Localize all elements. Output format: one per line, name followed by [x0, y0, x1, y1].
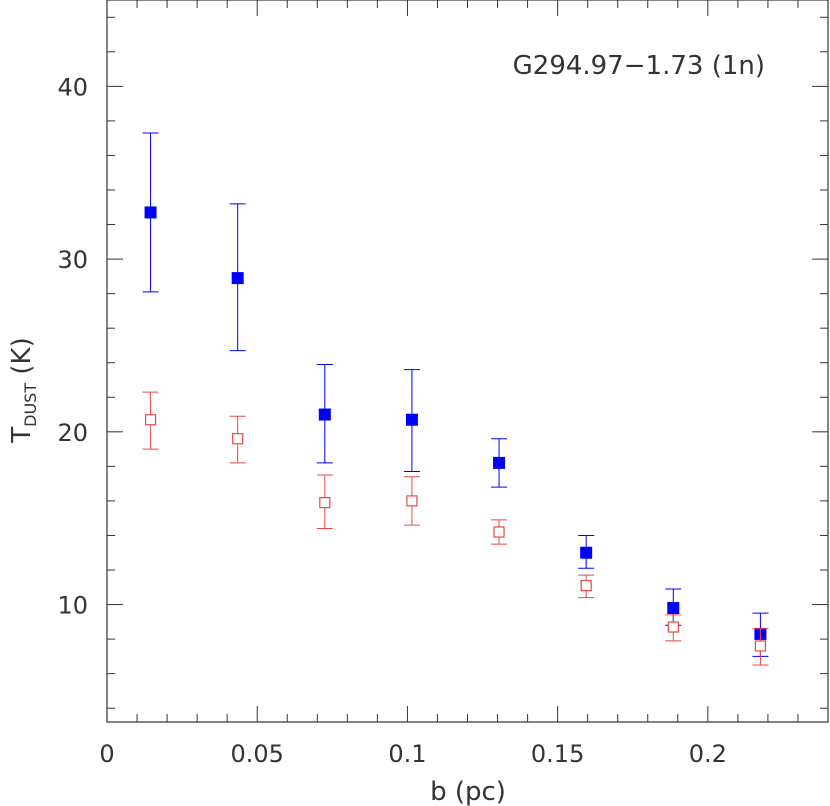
data-point-open [667, 621, 679, 633]
data-point-filled [580, 546, 593, 559]
y-axis-title-units: (K) [7, 337, 37, 383]
axis-ticks: 0 0.05 0.1 0.15 0.2 10 20 30 40 [57, 0, 829, 768]
x-tick-label: 0.15 [531, 740, 584, 768]
x-tick-label: 0.05 [230, 740, 283, 768]
data-point-open [232, 433, 244, 445]
series-1 [142, 132, 769, 657]
data-point-open [144, 414, 157, 426]
data-point-filled [231, 272, 244, 285]
plot-frame [106, 0, 829, 723]
data-point-filled [493, 456, 506, 469]
x-tick-label: 0.1 [388, 740, 426, 768]
data-point-filled [318, 408, 331, 421]
y-axis-title-sub: DUST [21, 383, 40, 427]
data-point-open [754, 640, 767, 652]
data-point-filled [144, 206, 157, 219]
y-axis-title: TDUST (K) [7, 337, 40, 443]
data-point-open [580, 579, 592, 592]
data-point-filled [405, 413, 418, 426]
data-point-open [406, 495, 418, 507]
data-point-filled [667, 602, 680, 614]
y-tick-label: 20 [57, 419, 88, 447]
chart-annotation: G294.97−1.73 (1n) [513, 51, 765, 81]
y-axis-title-main: T [7, 427, 37, 444]
x-tick-label: 0.2 [689, 740, 727, 768]
x-axis-title: b (pc) [430, 777, 506, 806]
x-tick-label: 0 [99, 740, 114, 768]
data-point-open [493, 526, 505, 538]
y-tick-label: 30 [57, 246, 88, 274]
y-tick-label: 10 [57, 592, 88, 620]
y-tick-label: 40 [57, 73, 88, 101]
data-point-open [319, 497, 331, 509]
data-marks [142, 132, 769, 666]
series-2 [142, 391, 769, 666]
